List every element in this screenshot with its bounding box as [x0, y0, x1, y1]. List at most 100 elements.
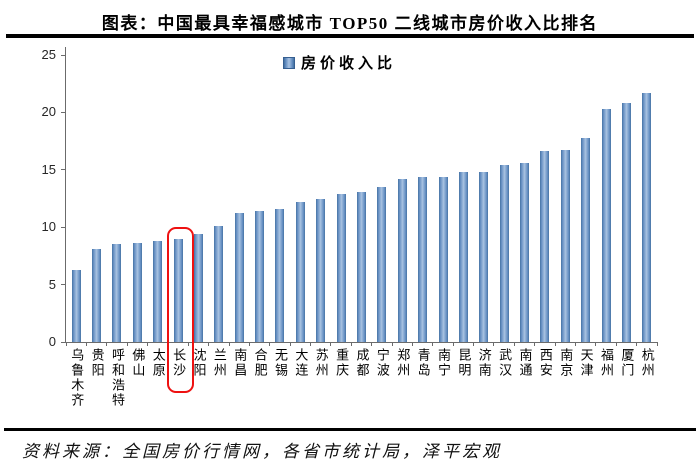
x-axis-tick [615, 342, 617, 346]
x-axis-tick [452, 342, 454, 346]
x-axis-label: 宁波 [374, 348, 390, 378]
y-axis-tick [61, 54, 66, 56]
chart-legend: 房价收入比 [283, 52, 396, 73]
x-axis-label: 厦门 [619, 348, 635, 378]
x-axis-label: 贵阳 [89, 348, 105, 378]
y-axis-tick [61, 284, 66, 286]
bar [234, 213, 244, 342]
y-axis-line [65, 47, 66, 55]
x-axis-tick [208, 342, 210, 346]
x-axis-label: 青岛 [415, 348, 431, 378]
x-axis-tick [391, 342, 393, 346]
bar [173, 238, 183, 342]
x-axis-label: 兰州 [211, 348, 227, 378]
x-axis-label: 乌鲁木齐 [69, 348, 85, 408]
x-axis-tick [269, 342, 271, 346]
bar [132, 243, 142, 342]
y-axis-tick-label: 25 [41, 47, 56, 62]
x-axis-tick [106, 342, 108, 346]
bar [214, 226, 224, 342]
x-axis-label: 西安 [537, 348, 553, 378]
bar [520, 162, 530, 342]
x-axis-tick [330, 342, 332, 346]
bar [357, 191, 366, 342]
bar [153, 240, 163, 342]
x-axis-label: 成都 [354, 348, 370, 378]
y-axis-tick [61, 169, 66, 171]
x-axis-tick [473, 342, 475, 346]
y-axis-tick [61, 341, 66, 343]
x-axis-label: 沈阳 [191, 348, 207, 378]
bar [397, 178, 407, 342]
footer-divider [4, 428, 696, 431]
x-axis-label: 南宁 [436, 348, 452, 378]
x-axis-label: 佛山 [130, 348, 146, 378]
x-axis-tick [554, 342, 556, 346]
bar [275, 208, 285, 342]
bar [438, 176, 448, 342]
x-axis-tick [595, 342, 597, 346]
title-divider [6, 34, 694, 38]
x-axis-tick [85, 342, 87, 346]
bar [560, 150, 570, 342]
x-axis-tick [310, 342, 312, 346]
y-axis-tick [61, 226, 66, 228]
x-axis-label: 昆明 [456, 348, 472, 378]
bar [336, 193, 346, 342]
x-axis-label: 福州 [599, 348, 615, 378]
y-axis-tick-label: 10 [41, 219, 56, 235]
x-axis-tick [248, 342, 250, 346]
x-axis-label: 济南 [476, 348, 492, 378]
x-axis-label: 合肥 [252, 348, 268, 378]
x-axis-tick [513, 342, 515, 346]
bar [642, 92, 652, 342]
x-axis-tick [574, 342, 576, 346]
x-axis-tick [371, 342, 373, 346]
bar [71, 269, 81, 342]
x-axis-tick [147, 342, 149, 346]
chart-title: 图表：中国最具幸福感城市 TOP50 二线城市房价收入比排名 [101, 14, 599, 33]
x-axis-tick [411, 342, 413, 346]
bar [418, 176, 428, 342]
bar [458, 172, 468, 342]
bar [92, 249, 102, 342]
x-axis-label: 杭州 [639, 348, 655, 378]
x-axis-label: 重庆 [334, 348, 350, 378]
bar [499, 165, 509, 342]
y-axis-tick [61, 111, 66, 113]
bar [601, 108, 611, 342]
x-axis-label: 无锡 [272, 348, 288, 378]
x-axis-label: 南京 [558, 348, 574, 378]
y-axis-tick-label: 5 [48, 276, 56, 292]
x-axis-tick [636, 342, 638, 346]
x-axis-label: 大连 [293, 348, 309, 378]
x-axis-label: 郑州 [395, 348, 411, 378]
bar [193, 234, 203, 342]
x-axis-label: 苏州 [313, 348, 329, 378]
legend-swatch-icon [283, 56, 295, 69]
bar [621, 103, 631, 342]
highlight-box [166, 226, 194, 393]
x-axis-tick [65, 342, 67, 346]
x-axis-label: 天津 [578, 348, 594, 378]
legend-label: 房价收入比 [301, 56, 397, 72]
bar [581, 137, 591, 342]
bar [479, 172, 489, 342]
y-axis-tick-label: 0 [48, 334, 56, 349]
x-axis-tick [656, 342, 658, 346]
x-axis-tick [432, 342, 434, 346]
x-axis-tick [534, 342, 536, 346]
x-axis-label: 武汉 [497, 348, 513, 378]
source-note: 资料来源：全国房价行情网，各省市统计局，泽平宏观 [22, 442, 502, 461]
bar [316, 198, 326, 342]
bar [540, 151, 550, 342]
bar [112, 244, 122, 342]
x-axis-tick [228, 342, 230, 346]
bar [295, 201, 305, 342]
x-axis-tick [493, 342, 495, 346]
x-axis-tick [289, 342, 291, 346]
x-axis-label: 呼和浩特 [109, 348, 125, 408]
x-axis-label: 南昌 [232, 348, 248, 378]
y-axis-tick-label: 20 [41, 104, 56, 120]
